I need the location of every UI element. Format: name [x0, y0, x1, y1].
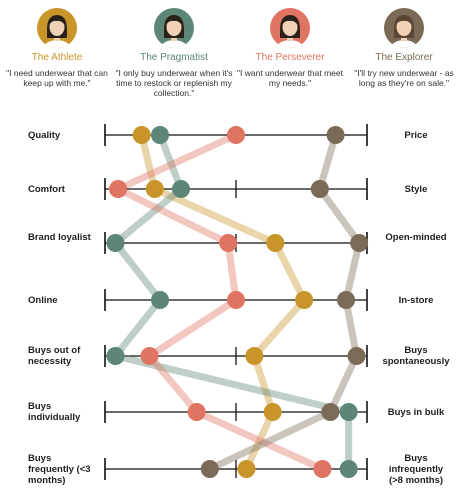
series-point — [339, 460, 358, 478]
series-point — [171, 180, 190, 198]
series-point — [310, 180, 329, 198]
series-point — [347, 347, 366, 365]
persona-name: The Athlete — [31, 52, 83, 63]
series-point — [151, 126, 170, 144]
persona-name: The Perseverer — [255, 52, 325, 63]
series-point — [266, 234, 285, 252]
series-point — [140, 347, 159, 365]
series-point — [339, 403, 358, 421]
series-point — [200, 460, 219, 478]
persona-avatar-icon — [270, 8, 310, 48]
scale-right-label: Price — [404, 129, 428, 141]
scale-right-label: Buys infrequently (>8 months) — [388, 452, 444, 486]
series-point — [145, 180, 164, 198]
series-point — [106, 234, 125, 252]
persona-avatar-icon — [384, 8, 424, 48]
series-point — [313, 460, 332, 478]
scale-left-label: Quality — [28, 129, 61, 141]
scale-right-label: In-store — [398, 294, 434, 306]
persona-quote: "I only buy underwear when it's time to … — [115, 68, 233, 98]
scale-right-label: Open-minded — [385, 232, 447, 243]
scale-right-label: Buys in bulk — [387, 406, 445, 418]
scale-right-label: Buys spontaneously — [382, 345, 450, 367]
series-point — [350, 234, 369, 252]
series-point — [245, 347, 264, 365]
persona-avatar-icon — [37, 8, 77, 48]
persona-1: The Athlete "I need underwear that can ke… — [0, 6, 116, 88]
persona-quote: "I'll try new underwear - as long as the… — [354, 68, 454, 88]
series-point — [219, 234, 238, 252]
series-point — [237, 460, 256, 478]
scale-left-label: Brand loyalist — [28, 232, 91, 243]
series-point — [132, 126, 151, 144]
series-point — [227, 126, 245, 144]
series-point — [321, 403, 340, 421]
persona-quote: "I want underwear that meet my needs." — [236, 68, 344, 88]
persona-3: The Perseverer "I want underwear that mee… — [231, 6, 349, 88]
persona-quote: "I need underwear that can keep up with … — [6, 68, 108, 88]
series-point — [337, 291, 356, 309]
persona-2: The Pragmatist "I only buy underwear when… — [115, 6, 233, 98]
persona-4: The Explorer "I'll try new underwear - as… — [345, 6, 461, 88]
scale-left-label: Buys frequently (<3 months) — [28, 452, 91, 486]
series-point — [227, 291, 245, 309]
scale-left-label: Buys out of necessity — [28, 345, 81, 367]
series-point — [106, 347, 125, 365]
series-point — [263, 403, 282, 421]
scale-left-label: Comfort — [28, 183, 65, 195]
scale-left-label: Buys individually — [28, 401, 81, 423]
series-point — [326, 126, 345, 144]
persona-name: The Pragmatist — [140, 52, 208, 63]
series-point — [109, 180, 128, 198]
series-point — [151, 291, 170, 309]
scale-right-label: Style — [404, 183, 428, 195]
scale-left-label: Online — [28, 294, 58, 306]
series-point — [187, 403, 206, 421]
series-point — [295, 291, 314, 309]
persona-name: The Explorer — [375, 52, 433, 63]
persona-avatar-icon — [154, 8, 194, 48]
